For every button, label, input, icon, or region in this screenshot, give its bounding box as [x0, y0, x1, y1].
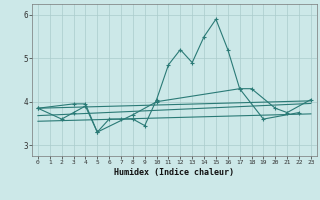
X-axis label: Humidex (Indice chaleur): Humidex (Indice chaleur)	[115, 168, 234, 177]
